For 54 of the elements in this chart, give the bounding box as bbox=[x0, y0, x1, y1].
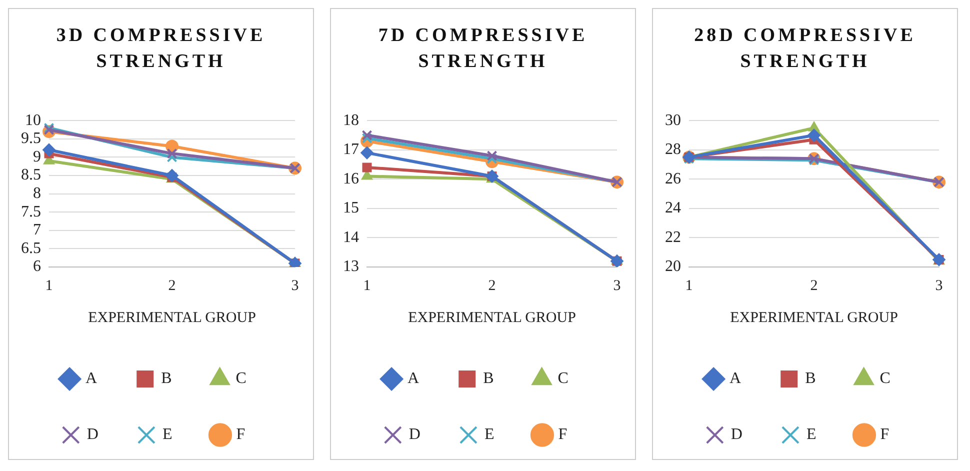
x-tick-label: 1 bbox=[45, 278, 53, 294]
x-tick-label: 2 bbox=[168, 278, 176, 294]
y-tick-label: 17 bbox=[343, 141, 359, 158]
y-tick-label: 9.5 bbox=[21, 130, 41, 148]
legend-label: F bbox=[558, 426, 568, 444]
legend-label: E bbox=[162, 426, 172, 444]
legend-label: E bbox=[484, 426, 494, 444]
y-tick-label: 7.5 bbox=[21, 203, 41, 220]
x-tick-label: 1 bbox=[685, 278, 693, 294]
y-tick-label: 30 bbox=[665, 112, 681, 129]
y-tick-label: 28 bbox=[665, 141, 681, 158]
y-tick-label: 24 bbox=[665, 200, 681, 217]
y-tick-label: 9 bbox=[33, 148, 41, 166]
legend-label: C bbox=[558, 370, 568, 388]
legend-label: B bbox=[483, 370, 494, 388]
y-tick-label: 8 bbox=[33, 185, 41, 202]
legend-label: F bbox=[880, 426, 890, 444]
legend-label: A bbox=[730, 370, 742, 388]
legend-label: D bbox=[408, 426, 420, 444]
legend-label: C bbox=[880, 370, 890, 388]
legend-label: A bbox=[408, 370, 420, 388]
chart-title: 3D COMPRESSIVE STRENGTH bbox=[55, 24, 267, 74]
legend-label: D bbox=[730, 426, 742, 444]
legend-label: B bbox=[161, 370, 172, 388]
legend-label: B bbox=[805, 370, 816, 388]
legend-label: C bbox=[236, 370, 246, 388]
x-tick-label: 3 bbox=[935, 278, 943, 294]
y-tick-label: 6.5 bbox=[21, 240, 41, 257]
legend-label: E bbox=[806, 426, 816, 444]
x-tick-label: 3 bbox=[613, 278, 621, 294]
y-tick-label: 14 bbox=[343, 228, 359, 246]
y-tick-label: 13 bbox=[343, 258, 359, 276]
y-tick-label: 15 bbox=[343, 200, 359, 217]
x-tick-label: 1 bbox=[363, 278, 371, 294]
y-tick-label: 7 bbox=[33, 222, 41, 239]
legend-label: D bbox=[86, 426, 98, 444]
y-tick-label: 8.5 bbox=[21, 166, 41, 184]
chart-title: 7D COMPRESSIVE STRENGTH bbox=[377, 24, 589, 74]
y-tick-label: 26 bbox=[665, 170, 681, 188]
legend-label: F bbox=[236, 426, 246, 444]
y-tick-label: 16 bbox=[343, 170, 359, 188]
y-tick-label: 22 bbox=[665, 228, 681, 246]
x-tick-label: 3 bbox=[291, 278, 299, 294]
x-tick-label: 2 bbox=[810, 278, 818, 294]
x-tick-label: 2 bbox=[488, 278, 496, 294]
y-tick-label: 10 bbox=[25, 112, 41, 129]
y-tick-label: 20 bbox=[665, 258, 681, 276]
x-axis-title: EXPERIMENTAL GROUP bbox=[88, 310, 256, 326]
chart-title: 28D COMPRESSIVE STRENGTH bbox=[693, 24, 917, 74]
x-axis-title: EXPERIMENTAL GROUP bbox=[408, 310, 576, 326]
x-axis-title: EXPERIMENTAL GROUP bbox=[730, 310, 898, 326]
y-tick-label: 18 bbox=[343, 112, 359, 129]
y-tick-label: 6 bbox=[33, 258, 41, 276]
legend-label: A bbox=[86, 370, 98, 388]
